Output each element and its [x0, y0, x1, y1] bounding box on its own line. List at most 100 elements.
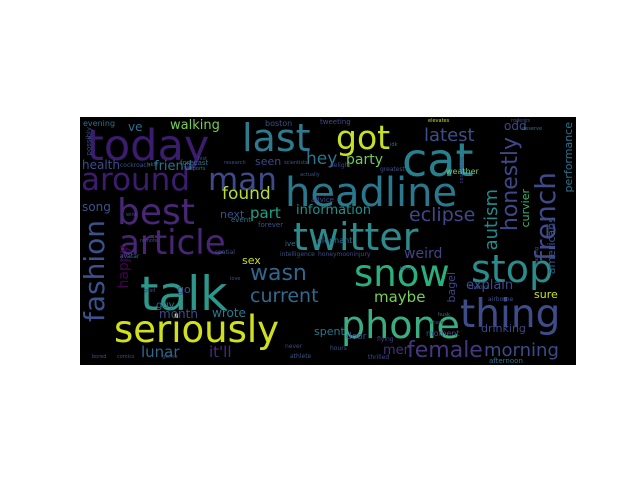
cloud-word-honeymooninjury: honeymooninjury — [318, 251, 371, 258]
cloud-word-thing: thing — [460, 292, 561, 337]
cloud-word-guy: guy — [156, 300, 175, 311]
cloud-word-talk: talk — [140, 267, 228, 322]
cloud-word-best: best — [117, 192, 195, 233]
cloud-word-thanks: thanks — [469, 284, 490, 291]
cloud-word-door: door — [346, 332, 367, 342]
cloud-word-lunar: lunar — [141, 343, 180, 361]
cloud-word-maybe: maybe — [374, 288, 426, 306]
cloud-word-it-ll: it'll — [209, 343, 232, 361]
cloud-word-female: female — [407, 338, 483, 363]
cloud-word-walking: walking — [170, 118, 220, 133]
cloud-word-spatial: spatial — [215, 249, 235, 256]
cloud-word-delight: delight — [330, 162, 351, 169]
cloud-word-remote: remote — [140, 238, 158, 244]
cloud-word-autism: autism — [481, 189, 502, 251]
cloud-word-sex: sex — [242, 254, 261, 267]
cloud-word-song: song — [82, 200, 111, 214]
cloud-word-flying: flying — [377, 336, 394, 343]
cloud-word-today: today — [87, 121, 210, 171]
cloud-word-event: event — [231, 216, 251, 224]
cloud-word-cat: cat — [402, 133, 474, 187]
cloud-word-idk: idk — [390, 142, 398, 148]
cloud-word-skill: skill — [148, 162, 158, 168]
cloud-word-elevates: elevates — [428, 118, 450, 124]
cloud-word-hours: hours — [330, 345, 347, 352]
cloud-word-weird: weird — [404, 246, 443, 262]
cloud-word-hey: hey — [306, 149, 338, 169]
cloud-word-ve: ve — [128, 120, 143, 134]
cloud-word-thrilled: thrilled — [368, 354, 390, 361]
cloud-word-performance: performance — [562, 122, 575, 193]
cloud-word-morning: morning — [484, 340, 559, 361]
cloud-word-afternoon: afternoon — [489, 357, 523, 365]
cloud-word-around: around — [81, 162, 190, 198]
cloud-word-elephant: elephant — [317, 236, 353, 245]
cloud-word-continuing: continuing — [459, 157, 465, 184]
cloud-word-cockroach: cockroach — [120, 162, 151, 169]
cloud-word-greatest: greatest — [380, 166, 406, 173]
cloud-word-man: man — [208, 162, 277, 198]
cloud-word-health: health — [82, 158, 120, 172]
cloud-word-stop: stop — [471, 247, 554, 291]
cloud-word-go: go — [177, 283, 191, 296]
cloud-word-hist: hist — [198, 156, 208, 162]
word-cloud: today cat last got headline around man b… — [80, 117, 576, 365]
cloud-word-article: article — [119, 223, 226, 263]
cloud-word-information: information — [296, 203, 372, 218]
cloud-word-headline: headline — [285, 170, 458, 216]
cloud-word-got: got — [336, 118, 391, 157]
cloud-word-tweeting: tweeting — [320, 118, 351, 126]
cloud-word-share: share — [430, 320, 444, 326]
cloud-word-love: love — [230, 276, 241, 282]
cloud-word-evening: evening — [83, 119, 116, 128]
cloud-word-wink: wink — [126, 212, 138, 218]
cloud-word-seriously: seriously — [114, 308, 280, 351]
cloud-word-avatar: avatar — [120, 253, 140, 260]
cloud-word-forecast: forecast — [180, 159, 209, 167]
cloud-word-airborne: airborne — [488, 296, 514, 303]
cloud-word-next: next — [220, 208, 245, 221]
cloud-word-gonna: gonna — [162, 354, 178, 360]
cloud-word-spent: spent — [314, 325, 345, 338]
cloud-word-deserve: deserve — [522, 126, 543, 132]
cloud-word-forever: forever — [258, 221, 284, 229]
cloud-word-twitter: twitter — [293, 215, 419, 259]
cloud-word-sure: sure — [534, 288, 558, 301]
cloud-word-drinking: drinking — [481, 322, 526, 335]
cloud-word-curvier: curvier — [519, 189, 532, 228]
cloud-word-fashion: fashion — [80, 220, 111, 323]
cloud-word-snow: snow — [354, 252, 450, 295]
cloud-word-athlete: athlete — [290, 353, 312, 360]
cloud-word-possibly: possibly — [85, 127, 93, 156]
cloud-word-explain: explain — [466, 278, 514, 293]
cloud-word-moment: moment — [426, 329, 460, 338]
cloud-word-grad: grad — [144, 288, 156, 294]
cloud-word-eclipse: eclipse — [409, 204, 476, 226]
cloud-word-month: month — [159, 307, 198, 321]
cloud-word-never: never — [285, 343, 303, 350]
cloud-word-research: research — [224, 160, 246, 166]
cloud-word-last: last — [242, 117, 311, 160]
cloud-word-odd: odd — [504, 119, 527, 133]
cloud-word-party: party — [346, 152, 383, 168]
cloud-word-bored: bored — [92, 354, 107, 360]
cloud-word-boston: boston — [265, 119, 293, 128]
cloud-word-sports: sports — [190, 166, 206, 172]
cloud-word-seen: seen — [255, 155, 282, 168]
cloud-word-part: part — [250, 204, 281, 222]
cloud-word-rodents: rodents — [511, 118, 530, 124]
cloud-word-ive: ive — [285, 240, 296, 248]
cloud-word-husk: husk — [438, 312, 450, 318]
cloud-word-actually: actually — [300, 172, 320, 178]
cloud-word-comics: comics — [117, 354, 135, 360]
cloud-word-current: current — [250, 285, 319, 307]
cloud-word-phone: phone — [341, 303, 460, 347]
cloud-word-found: found — [222, 184, 271, 204]
cloud-word-time: time — [400, 266, 412, 272]
cloud-word-intelligence: intelligence — [280, 251, 315, 258]
cloud-word-wasn: wasn — [250, 261, 307, 286]
cloud-word-men: men — [383, 343, 412, 358]
cloud-word-advice: advice — [311, 196, 334, 204]
cloud-word-weather: weather — [446, 167, 479, 176]
cloud-word-wrote: wrote — [212, 306, 246, 320]
